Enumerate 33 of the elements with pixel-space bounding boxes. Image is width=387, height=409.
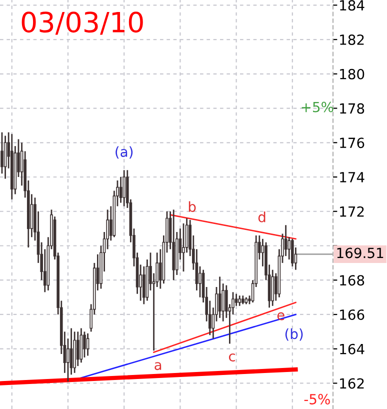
y-tick-label: 166 bbox=[340, 309, 364, 320]
candlestick bbox=[142, 266, 146, 305]
candlestick bbox=[66, 338, 70, 382]
candlestick bbox=[234, 293, 238, 307]
candlestick bbox=[198, 266, 202, 298]
y-tick-label: 176 bbox=[340, 138, 364, 148]
text: +5% bbox=[302, 102, 334, 112]
y-tick-label: 182 bbox=[340, 34, 364, 45]
y-tick-label: 168 bbox=[340, 275, 364, 286]
annotation: (a) bbox=[116, 146, 133, 159]
candlestick bbox=[86, 332, 90, 356]
y-tick-label: 172 bbox=[340, 206, 364, 217]
y-tick-label: 184 bbox=[340, 0, 364, 11]
candlestick bbox=[122, 169, 126, 207]
candlestick bbox=[0, 132, 4, 174]
annotation: e bbox=[277, 312, 284, 320]
candlestick bbox=[218, 276, 222, 319]
y-tick-label: 164 bbox=[340, 344, 364, 354]
candlestick bbox=[290, 238, 294, 268]
text: -5% bbox=[304, 394, 330, 404]
annotation: b bbox=[188, 201, 196, 212]
annotation: d bbox=[258, 212, 266, 222]
annotation: a bbox=[154, 362, 162, 370]
annotation: c bbox=[228, 354, 235, 362]
annotation: (b) bbox=[285, 328, 303, 341]
y-tick-label: 174 bbox=[340, 172, 364, 182]
candlestick bbox=[238, 294, 242, 307]
y-tick-label: 178 bbox=[340, 103, 364, 114]
ref-line-label: 169.51 bbox=[337, 248, 384, 258]
y-tick-label: 162 bbox=[340, 378, 364, 389]
chart-title: 03/03/10 bbox=[22, 12, 143, 35]
candlestick bbox=[83, 330, 86, 358]
y-tick-label: 180 bbox=[340, 68, 364, 80]
